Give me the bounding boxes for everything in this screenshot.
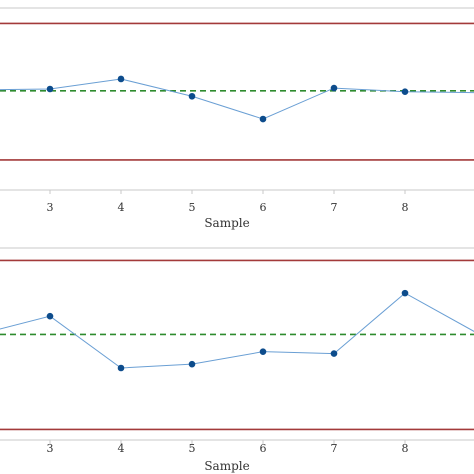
data-point: [188, 92, 196, 100]
x-tick-label: 4: [118, 442, 125, 455]
data-point: [188, 360, 196, 368]
series-line: [0, 78, 474, 120]
data-point: [401, 88, 409, 96]
data-point: [330, 350, 338, 357]
x-tick-label: 5: [189, 442, 196, 455]
x-tick-label: 6: [260, 201, 267, 214]
data-point: [330, 84, 338, 92]
control-chart-bottom: 3 4 5 6 7 8 Sample: [0, 247, 474, 473]
x-tick-label: 6: [260, 442, 267, 455]
x-tick-label: 4: [118, 201, 125, 214]
data-point: [46, 85, 54, 93]
x-tick-label: 3: [47, 201, 54, 214]
series-line: [0, 292, 474, 369]
data-point: [259, 348, 267, 355]
data-point: [117, 75, 125, 83]
x-tick-label: 3: [47, 442, 54, 455]
x-tick-label: 8: [402, 442, 409, 455]
data-point: [46, 312, 54, 320]
x-axis-label: Sample: [204, 459, 249, 473]
x-tick-label: 5: [189, 201, 196, 214]
x-tick-label: 8: [402, 201, 409, 214]
x-tick-label: 7: [331, 201, 338, 214]
control-chart-top: 3 4 5 6 7 8 Sample: [0, 7, 474, 230]
data-point: [259, 115, 267, 123]
x-tick-label: 7: [331, 442, 338, 455]
x-axis-label: Sample: [204, 216, 249, 230]
data-point: [401, 289, 409, 297]
data-point: [117, 364, 125, 372]
